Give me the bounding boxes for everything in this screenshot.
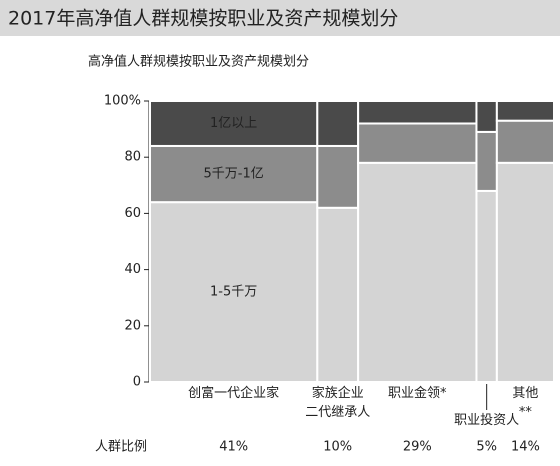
segment (357, 122, 478, 164)
x-tick-label: 家族企业 二代继承人 (305, 386, 371, 420)
x-tick-label: 其他** (512, 386, 539, 420)
segment (475, 130, 498, 192)
header-band (0, 0, 560, 36)
share-label: 10% (323, 440, 352, 455)
segment-label: 1亿以上 (210, 116, 257, 131)
segment (316, 144, 360, 209)
y-tick-label: 100% (104, 94, 141, 109)
x-tick-label: 职业投资人 (454, 413, 520, 428)
segment-label: 5千万-1亿 (204, 167, 264, 182)
y-tick-label: 0 (133, 375, 141, 390)
segment (316, 100, 360, 147)
share-label: 5% (476, 440, 497, 455)
share-label: 14% (511, 440, 540, 455)
segment (495, 100, 555, 122)
chart-title: 高净值人群规模按职业及资产规模划分 (88, 54, 309, 70)
x-tick-label: 创富一代企业家 (188, 386, 280, 401)
y-tick-label: 40 (124, 262, 141, 277)
share-row-label: 人群比例 (95, 440, 147, 455)
segment (475, 100, 498, 133)
segment (149, 100, 319, 147)
share-label: 41% (219, 440, 248, 455)
x-tick-label: 职业金领* (388, 386, 447, 401)
y-tick-label: 60 (124, 206, 141, 221)
segment (357, 161, 478, 383)
segment (357, 100, 478, 125)
segment (475, 189, 498, 383)
header-title: 2017年高净值人群规模按职业及资产规模划分 (8, 8, 398, 30)
segment (495, 161, 555, 383)
share-label: 29% (403, 440, 432, 455)
y-tick-label: 80 (124, 150, 141, 165)
segment (316, 206, 360, 383)
y-tick-label: 20 (124, 318, 141, 333)
segment (495, 119, 555, 164)
segment-label: 1-5千万 (210, 285, 257, 300)
